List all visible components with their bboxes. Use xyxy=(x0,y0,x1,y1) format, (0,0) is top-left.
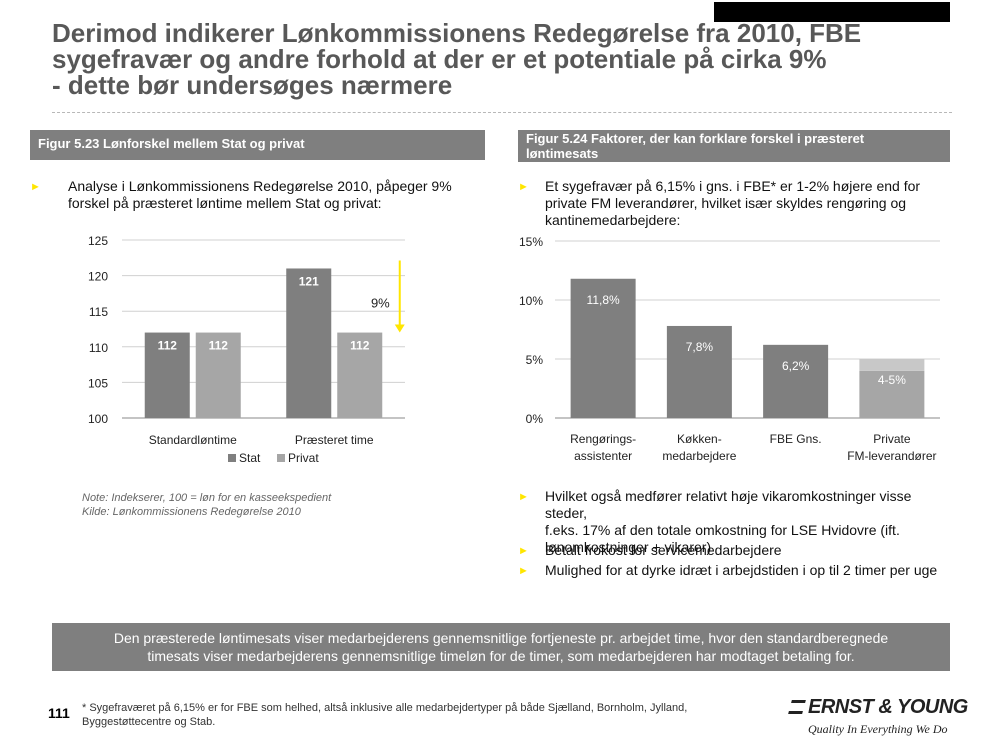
legend-label: Privat xyxy=(288,451,319,465)
y-tick-label: 110 xyxy=(89,341,108,355)
x-category-label: Præsteret time xyxy=(295,433,374,447)
x-category-label: Køkken- xyxy=(677,432,722,446)
x-category-label-line-2: FM-leverandører xyxy=(847,449,936,463)
y-tick-label: 10% xyxy=(519,294,543,308)
right-bullet-1-line-2: private FM leverandører, hvilket især sk… xyxy=(545,195,907,211)
data-label: 4-5% xyxy=(878,373,906,387)
bullet-arrow-icon: ► xyxy=(30,181,41,193)
logo-tagline: Quality In Everything We Do xyxy=(808,722,948,736)
right-bullet-4: Mulighed for at dyrke idræt i arbejdstid… xyxy=(545,562,938,578)
footnote-line-1: * Sygefraværet på 6,15% er for FBE som h… xyxy=(82,702,688,714)
bar-range-base xyxy=(859,370,925,418)
ernst-young-logo: ERNST & YOUNG xyxy=(788,696,968,719)
data-label: 6,2% xyxy=(782,359,810,373)
data-label: 11,8% xyxy=(587,293,620,307)
figure-5-24-title-line-2: løntimesats xyxy=(526,146,599,161)
annotation-arrow-head-icon xyxy=(394,324,405,333)
left-bullet-line-1: Analyse i Lønkommissionens Redegørelse 2… xyxy=(68,178,452,194)
right-bullet-2-line-1: Hvilket også medfører relativt høje vika… xyxy=(545,488,912,521)
logo-wordmark: ERNST & YOUNG xyxy=(808,696,968,718)
x-category-label: Private xyxy=(873,432,911,446)
summary-line-2: timesats viser medarbejderens gennemsnit… xyxy=(147,648,855,664)
left-bullet-text: Analyse i Lønkommissionens Redegørelse 2… xyxy=(68,178,478,212)
note-source-line: Kilde: Lønkommissionens Redegørelse 2010 xyxy=(82,506,301,518)
x-category-label-line-2: assistenter xyxy=(574,449,632,463)
footnote: * Sygefraværet på 6,15% er for FBE som h… xyxy=(82,701,702,729)
x-category-label: Rengørings- xyxy=(570,432,636,446)
bar xyxy=(666,325,732,418)
right-bullet-1-line-3: kantinemedarbejdere: xyxy=(545,212,681,228)
title-line-1: Derimod indikerer Lønkommissionens Redeg… xyxy=(52,18,862,48)
right-bullet-3: Betalt frokost for servicemedarbejdere xyxy=(545,542,782,558)
page-title: Derimod indikerer Lønkommissionens Redeg… xyxy=(52,20,952,98)
bar-privat xyxy=(337,332,383,418)
chart-note: Note: Indekserer, 100 = løn for en kasse… xyxy=(82,491,442,519)
figure-5-24-header: Figur 5.24 Faktorer, der kan forklare fo… xyxy=(518,130,950,162)
title-divider xyxy=(52,112,952,113)
right-bullet-1-line-1: Et sygefravær på 6,15% i gns. i FBE* er … xyxy=(545,178,921,194)
bar xyxy=(570,278,636,418)
summary-line-1: Den præsterede løntimesats viser medarbe… xyxy=(113,630,889,646)
y-tick-label: 125 xyxy=(88,234,108,248)
y-tick-label: 5% xyxy=(526,353,544,367)
x-category-label: Standardløntime xyxy=(149,433,237,447)
bar-range-top xyxy=(859,359,925,371)
bar xyxy=(763,344,829,418)
bullet-arrow-icon: ► xyxy=(518,181,529,193)
page-number: 111 xyxy=(48,705,70,721)
note-line-1: Note: Indekserer, 100 = løn for en kasse… xyxy=(82,492,332,504)
y-tick-label: 105 xyxy=(88,376,108,390)
bullet-arrow-icon: ► xyxy=(518,565,529,577)
chart-faktorer: 15% 10% 5% 0% 11,8% Rengørings-assistenter 7,8… xyxy=(519,235,940,463)
annotation-label: 9% xyxy=(371,296,390,311)
title-line-3: - dette bør undersøges nærmere xyxy=(52,70,453,100)
legend-swatch-stat xyxy=(228,454,236,462)
y-tick-label: 120 xyxy=(88,270,108,284)
y-tick-label: 100 xyxy=(88,412,108,426)
data-label: 112 xyxy=(350,339,370,353)
summary-box: Den præsterede løntimesats viser medarbe… xyxy=(52,623,950,671)
footnote-line-2: Byggestøttecentre og Stab. xyxy=(82,716,216,728)
figure-5-23-header: Figur 5.23 Lønforskel mellem Stat og pri… xyxy=(30,130,485,160)
top-black-bar xyxy=(714,2,950,22)
x-category-label-line-2: medarbejdere xyxy=(662,449,736,463)
x-category-label: FBE Gns. xyxy=(770,432,822,446)
bullet-arrow-icon: ► xyxy=(518,545,529,557)
right-bullet-2-line-3: lønomkostninger + vikarer) xyxy=(545,539,712,555)
bar-stat xyxy=(144,332,190,418)
right-bullet-2-line-2: f.eks. 17% af den totale omkostning for … xyxy=(545,522,900,538)
left-bullet-line-2: forskel på præsteret løntime mellem Stat… xyxy=(68,195,382,211)
data-label: 112 xyxy=(158,339,178,353)
data-label: 112 xyxy=(209,339,229,353)
logo-mark-icon xyxy=(788,700,806,714)
figure-5-23-title: Figur 5.23 Lønforskel mellem Stat og pri… xyxy=(38,136,305,151)
bar-privat xyxy=(195,332,241,418)
right-bullet-2: Hvilket også medfører relativt høje vika… xyxy=(545,488,955,556)
y-tick-label: 0% xyxy=(526,412,544,426)
figure-5-24-title-line-1: Figur 5.24 Faktorer, der kan forklare fo… xyxy=(526,131,865,146)
data-label: 121 xyxy=(299,274,319,288)
title-line-2: sygefravær og andre forhold at der er et… xyxy=(52,44,827,74)
legend-label: Stat xyxy=(239,451,261,465)
y-tick-label: 15% xyxy=(519,235,543,249)
y-tick-label: 115 xyxy=(89,305,108,319)
bar-stat xyxy=(286,268,332,418)
bullet-arrow-icon: ► xyxy=(518,491,529,503)
legend-swatch-privat xyxy=(277,454,285,462)
chart-lonforskel: 125 120 115 110 105 100 112 112 Standardløntime 1… xyxy=(88,234,405,465)
data-label: 7,8% xyxy=(686,340,714,354)
right-bullet-1: Et sygefravær på 6,15% i gns. i FBE* er … xyxy=(545,178,945,229)
